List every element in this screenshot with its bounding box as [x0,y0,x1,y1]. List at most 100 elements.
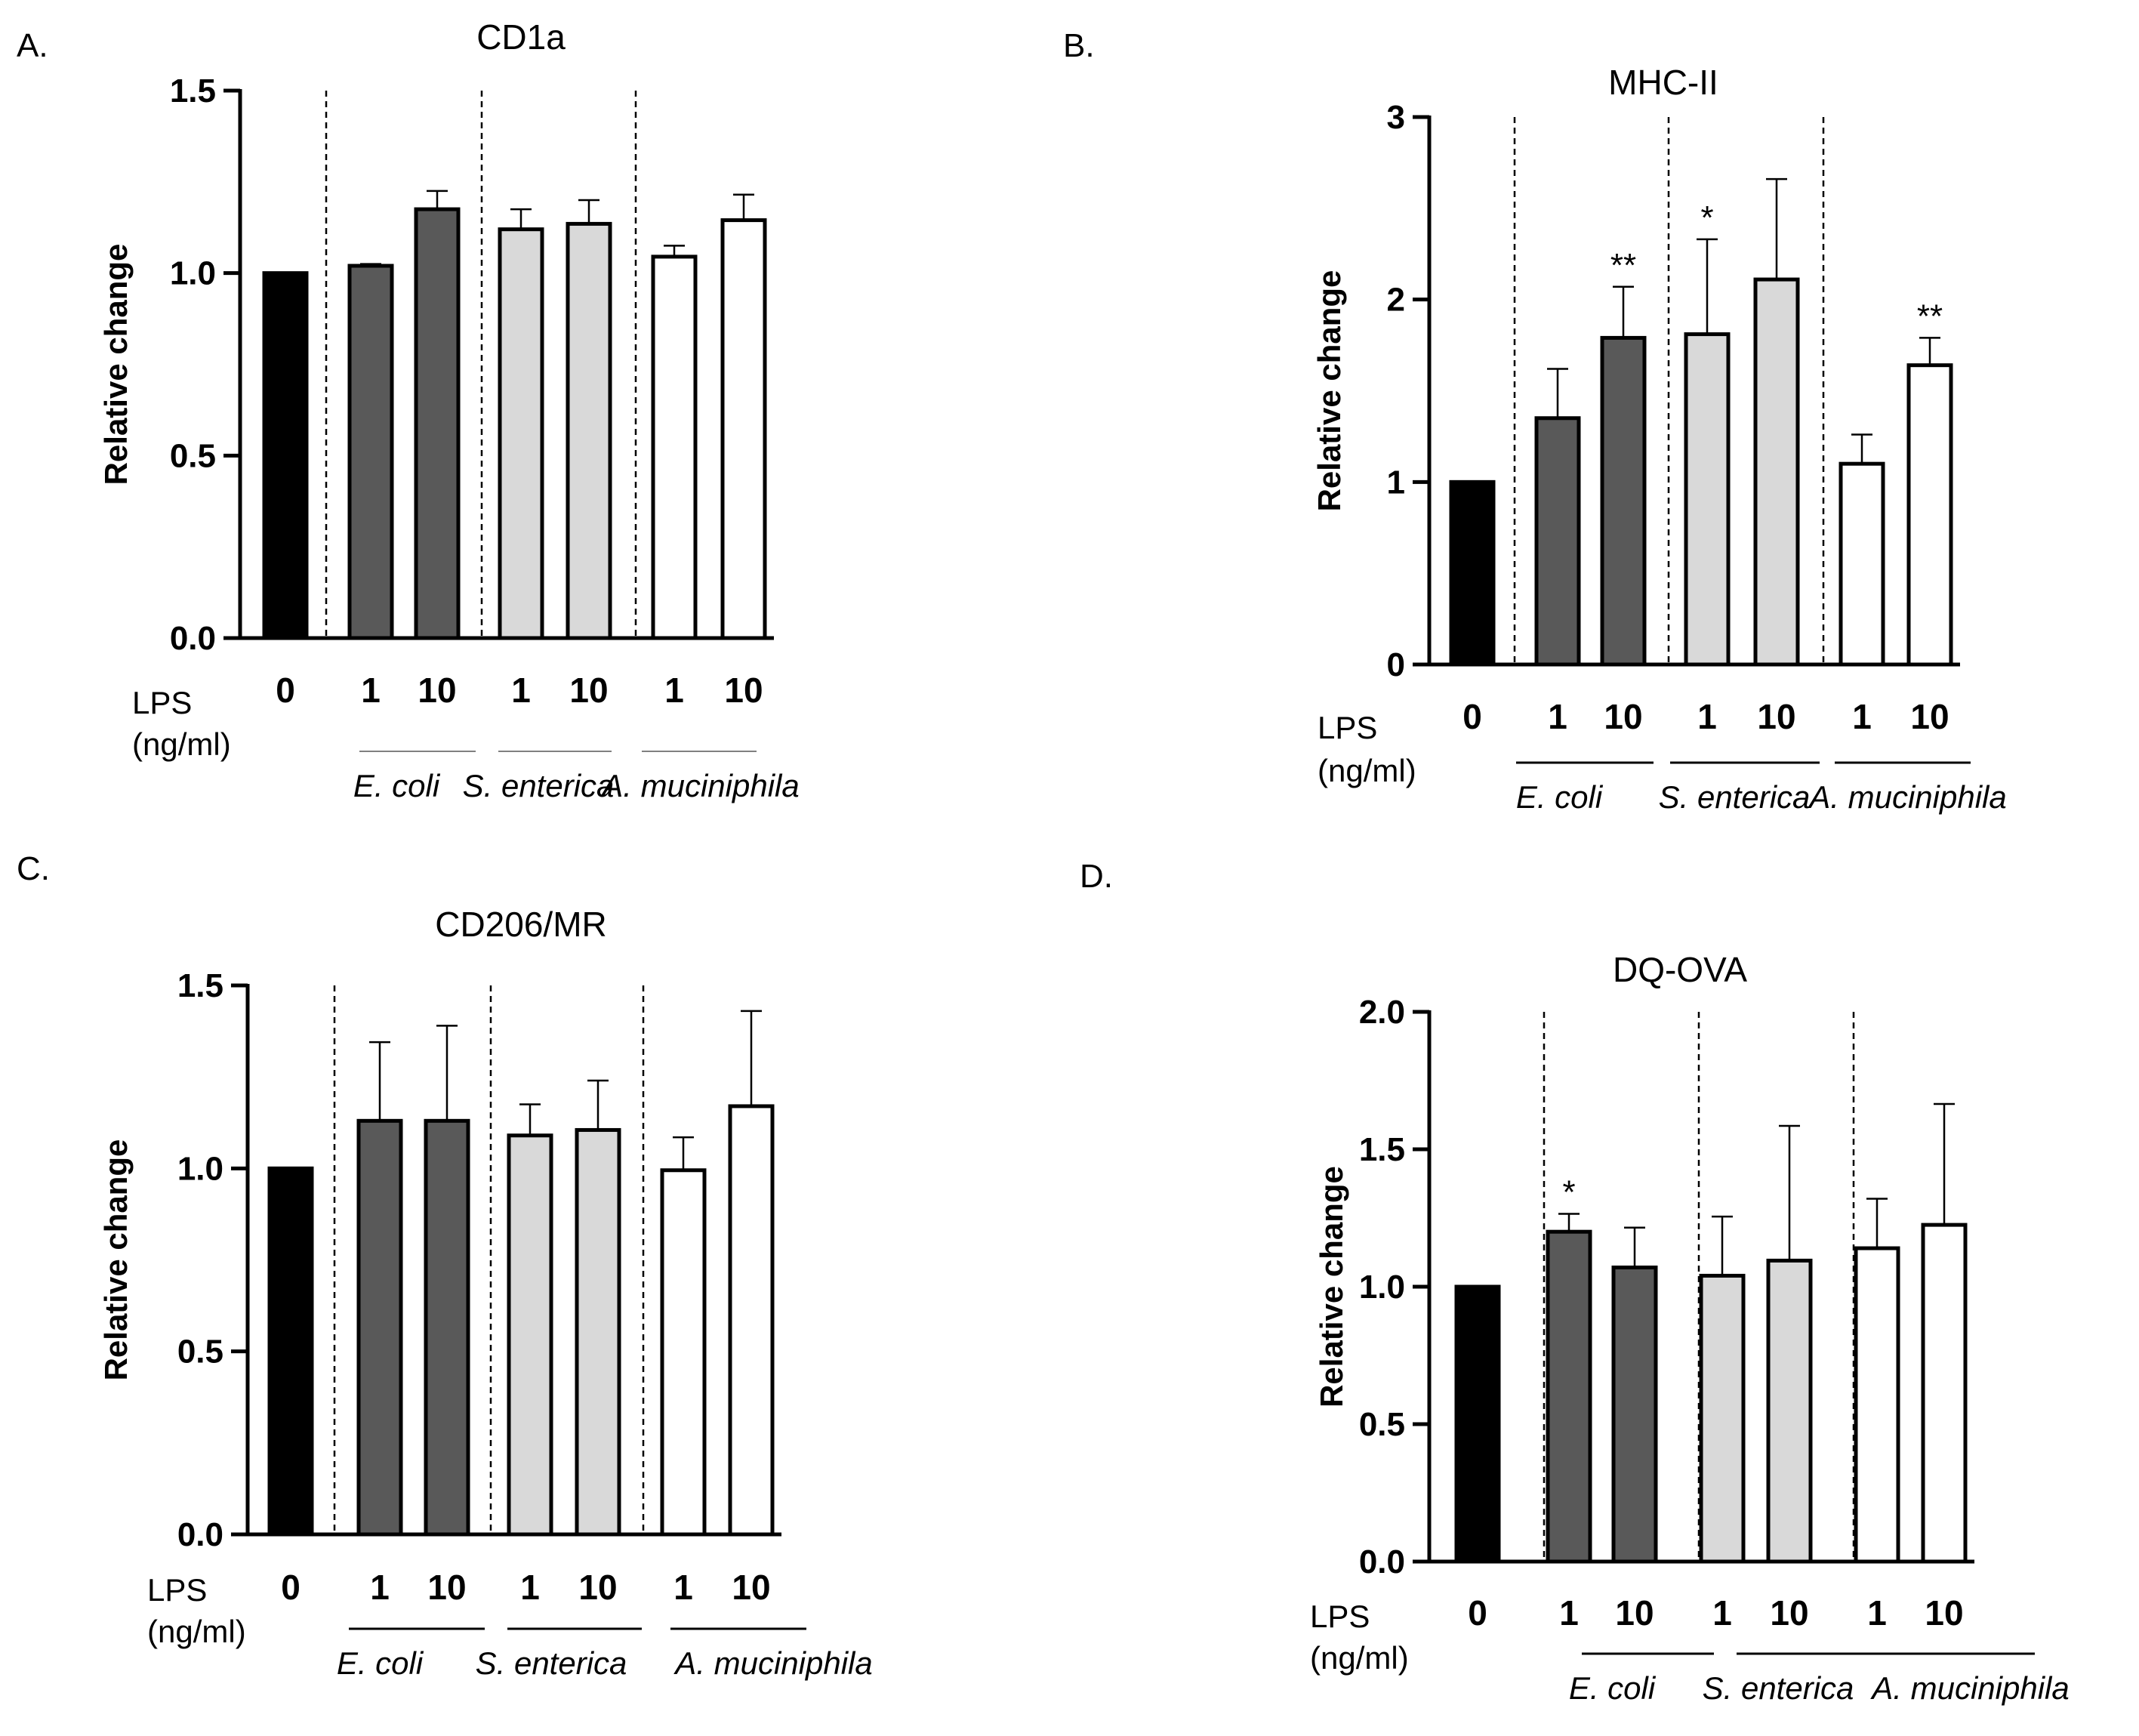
bar [728,1104,775,1537]
bar [575,1127,621,1537]
x-prefix-unit: (ng/ml) [147,1614,246,1649]
x-prefix-label: LPS [1310,1599,1370,1634]
x-tick-label: 10 [1604,697,1642,736]
bar [498,227,544,640]
group-label: A. muciniphila [673,1645,872,1681]
significance-mark: * [1700,199,1713,236]
chart-title: CD206/MR [435,905,607,944]
bar [1766,1258,1813,1564]
x-prefix-label: LPS [132,685,192,720]
bar [262,271,309,640]
y-tick-label: 2 [1387,282,1405,319]
x-tick-label: 0 [281,1568,301,1607]
x-tick-label: 1 [361,671,381,710]
y-tick-label: 1.0 [1359,1269,1405,1306]
panel-a: A. CD1a 0.0 0.5 1.0 1.5 Relative change 0 1 10 1 10… [17,17,800,803]
y-tick-label: 0.5 [170,437,216,474]
group-label: E. coli [353,768,441,803]
group-label: E. coli [1569,1670,1657,1706]
y-tick-label: 1.0 [177,1150,223,1187]
bar [1449,479,1496,667]
x-prefix-unit: (ng/ml) [132,726,231,762]
bar [267,1166,314,1537]
y-tick-label: 0 [1387,646,1405,683]
y-tick-label: 0.0 [1359,1543,1405,1580]
chart-title: MHC-II [1608,63,1718,102]
group-label: A. muciniphila [1807,779,2006,815]
x-prefix-unit: (ng/ml) [1310,1640,1409,1676]
x-tick-label: 10 [1770,1593,1808,1633]
bar [414,207,461,640]
x-tick-label: 10 [1757,697,1795,736]
y-axis-label: Relative change [98,244,134,486]
x-tick-label: 10 [732,1568,770,1607]
panel-d: D. DQ-OVA 0.0 0.5 1.0 1.5 2.0 Relative change * 0… [1080,858,2070,1706]
x-tick-label: 1 [1559,1593,1579,1633]
x-tick-label: 10 [578,1568,617,1607]
y-tick-label: 3 [1387,99,1405,136]
panel-label: C. [17,850,50,887]
y-tick-label: 1.5 [177,967,223,1004]
y-tick-label: 0.5 [1359,1406,1405,1443]
group-label: S. enterica [1659,779,1811,815]
bar [424,1118,470,1537]
bar [347,264,394,640]
x-prefix-label: LPS [1318,710,1377,745]
y-axis-label: Relative change [98,1139,134,1381]
bar [1921,1223,1968,1564]
bar [720,218,767,640]
bar [1699,1273,1746,1564]
x-tick-label: 1 [1852,697,1872,736]
x-tick-label: 0 [1468,1593,1487,1633]
panel-label: A. [17,27,48,64]
chart-title: CD1a [476,17,566,57]
x-tick-label: 1 [1867,1593,1887,1633]
y-tick-label: 1 [1387,464,1405,501]
bar [1684,332,1731,667]
bar [1906,363,1953,667]
x-tick-label: 10 [724,671,763,710]
x-tick-label: 0 [276,671,295,710]
bar [1534,416,1581,667]
group-label: S. enterica [476,1645,627,1681]
significance-mark: * [1562,1174,1575,1211]
x-tick-label: 1 [664,671,684,710]
y-tick-label: 1.0 [170,255,216,292]
y-tick-label: 1.5 [1359,1131,1405,1168]
y-tick-label: 2.0 [1359,994,1405,1031]
x-tick-label: 10 [418,671,456,710]
group-label: E. coli [1516,779,1604,815]
x-tick-label: 1 [370,1568,390,1607]
x-tick-label: 0 [1462,697,1482,736]
group-label: A. muciniphila [1869,1670,2069,1706]
bar [1611,1266,1658,1564]
group-label: A. muciniphila [599,768,799,803]
x-tick-label: 10 [1910,697,1949,736]
bar [1838,461,1885,667]
significance-mark: ** [1917,298,1943,335]
bar [651,254,698,640]
bar [1854,1246,1900,1564]
y-tick-label: 0.0 [177,1516,223,1553]
panel-label: B. [1063,27,1095,64]
x-tick-label: 1 [1697,697,1717,736]
bar [566,221,612,640]
bar [507,1133,553,1537]
group-label: S. enterica [463,768,615,803]
bar [1546,1229,1592,1564]
x-tick-label: 1 [1712,1593,1732,1633]
group-label: E. coli [337,1645,424,1681]
bar [660,1168,707,1537]
x-prefix-unit: (ng/ml) [1318,753,1416,788]
y-axis-label: Relative change [1311,270,1347,512]
y-tick-label: 0.0 [170,620,216,657]
x-tick-label: 10 [569,671,608,710]
bar [1454,1284,1501,1564]
chart-title: DQ-OVA [1613,950,1747,989]
panel-label: D. [1080,858,1113,895]
x-prefix-label: LPS [147,1572,207,1608]
